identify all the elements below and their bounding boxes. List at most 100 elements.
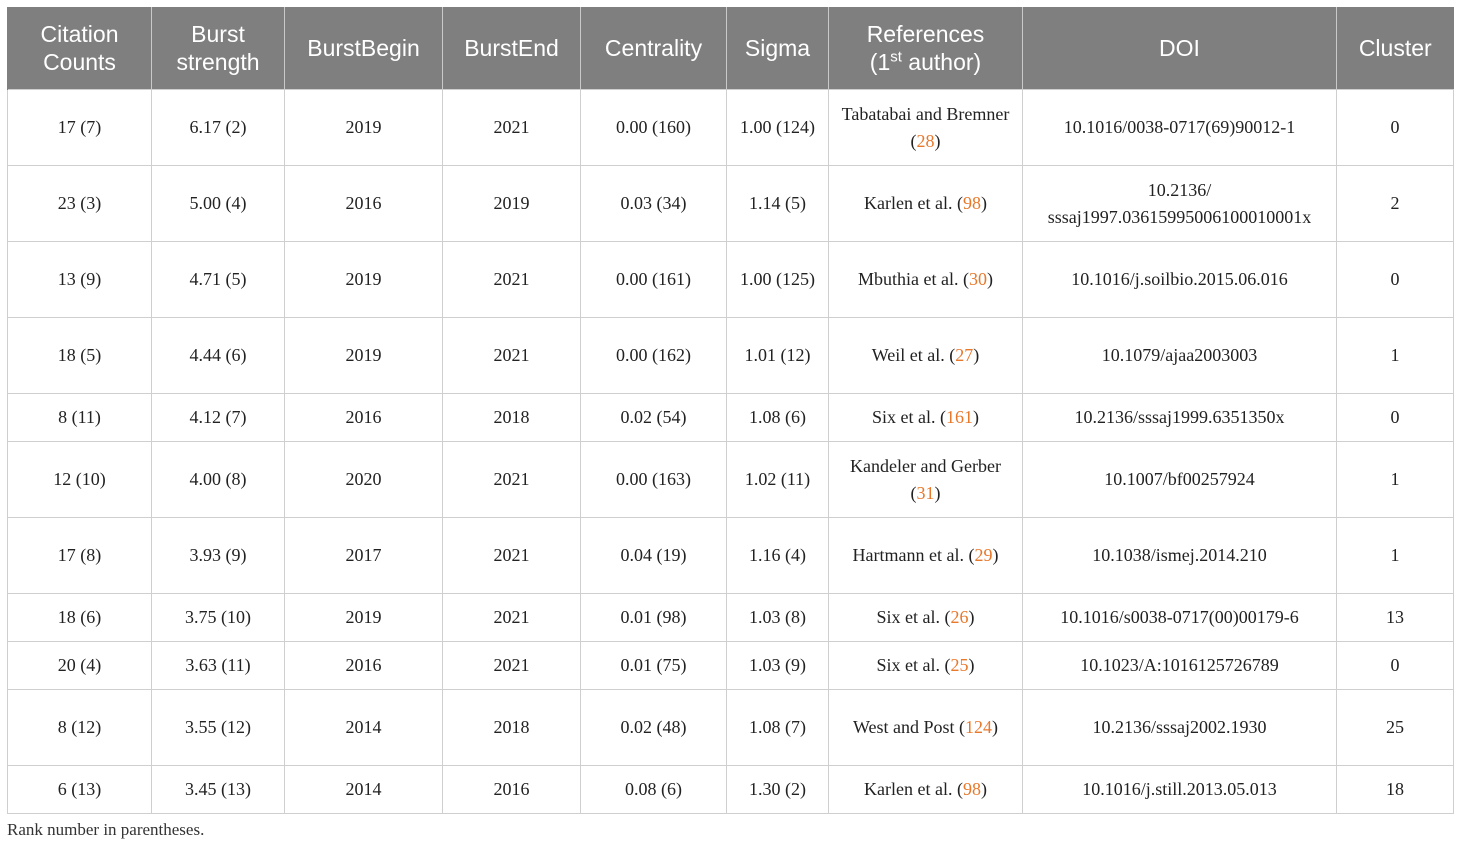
cell-doi: 10.1016/j.soilbio.2015.06.016 [1022, 241, 1337, 318]
header-references: References (1st author) [828, 7, 1023, 90]
reference-link[interactable]: 29 [974, 545, 993, 565]
reference-author: Hartmann et al. [852, 545, 964, 565]
cell-cluster: 1 [1336, 317, 1454, 394]
reference-link[interactable]: 31 [916, 482, 935, 503]
reference-link[interactable]: 161 [946, 407, 973, 427]
table-footnote: Rank number in parentheses. [7, 820, 205, 839]
cell-burst-begin: 2016 [284, 165, 443, 242]
reference-author: Weil et al. [871, 345, 945, 365]
cell-citation-counts: 8 (11) [7, 393, 152, 442]
header-references-sup: st [890, 48, 902, 66]
reference-author: Karlen et al. [864, 779, 953, 799]
cell-citation-counts: 18 (6) [7, 593, 152, 642]
header-references-post: author) [901, 49, 982, 75]
cell-citation-counts: 17 (8) [7, 517, 152, 594]
cell-centrality: 0.02 (54) [580, 393, 727, 442]
cell-doi: 10.1038/ismej.2014.210 [1022, 517, 1337, 594]
cell-reference: West and Post (124) [828, 689, 1023, 766]
cell-burst-begin: 2019 [284, 317, 443, 394]
table-row: 8 (12) 3.55 (12) 2014 2018 0.02 (48) 1.08 (7)… [7, 689, 1454, 766]
cell-burst-begin: 2014 [284, 765, 443, 814]
cell-burst-strength: 6.17 (2) [151, 89, 285, 166]
reference-author: Karlen et al. [864, 193, 953, 213]
cell-burst-strength: 4.71 (5) [151, 241, 285, 318]
cell-cluster: 18 [1336, 765, 1454, 814]
reference-author: Kandeler and Gerber [850, 455, 1001, 476]
cell-burst-strength: 5.00 (4) [151, 165, 285, 242]
cell-cluster: 1 [1336, 517, 1454, 594]
reference-link[interactable]: 25 [950, 655, 969, 675]
cell-reference: Weil et al. (27) [828, 317, 1023, 394]
cell-sigma: 1.00 (125) [726, 241, 829, 318]
cell-burst-end: 2018 [442, 689, 581, 766]
reference-link[interactable]: 124 [965, 717, 993, 737]
cell-citation-counts: 23 (3) [7, 165, 152, 242]
table-row: 17 (8) 3.93 (9) 2017 2021 0.04 (19) 1.16 (4) H… [7, 517, 1454, 594]
cell-citation-counts: 12 (10) [7, 441, 152, 518]
cell-burst-strength: 4.44 (6) [151, 317, 285, 394]
header-doi: DOI [1022, 7, 1337, 90]
cell-sigma: 1.14 (5) [726, 165, 829, 242]
reference-author: Six et al. [876, 607, 941, 627]
cell-centrality: 0.01 (75) [580, 641, 727, 690]
cell-centrality: 0.00 (161) [580, 241, 727, 318]
reference-link[interactable]: 28 [916, 130, 935, 151]
cell-burst-end: 2016 [442, 765, 581, 814]
cell-burst-begin: 2014 [284, 689, 443, 766]
cell-burst-strength: 3.55 (12) [151, 689, 285, 766]
cell-burst-end: 2021 [442, 317, 581, 394]
cell-citation-counts: 20 (4) [7, 641, 152, 690]
reference-link[interactable]: 27 [955, 345, 974, 365]
cell-reference: Kandeler and Gerber (31) [828, 441, 1023, 518]
cell-doi: 10.1007/bf00257924 [1022, 441, 1337, 518]
header-references-pre: (1 [869, 49, 891, 75]
cell-doi: 10.2136/sssaj1999.6351350x [1022, 393, 1337, 442]
cell-reference: Karlen et al. (98) [828, 165, 1023, 242]
cell-sigma: 1.03 (9) [726, 641, 829, 690]
cell-citation-counts: 17 (7) [7, 89, 152, 166]
header-citation-counts: Citation Counts [7, 7, 152, 90]
cell-centrality: 0.08 (6) [580, 765, 727, 814]
cell-cluster: 0 [1336, 89, 1454, 166]
cell-citation-counts: 6 (13) [7, 765, 152, 814]
cell-reference: Six et al. (25) [828, 641, 1023, 690]
cell-burst-end: 2021 [442, 641, 581, 690]
table-row: 8 (11) 4.12 (7) 2016 2018 0.02 (54) 1.08 (6) S… [7, 393, 1454, 442]
cell-centrality: 0.02 (48) [580, 689, 727, 766]
header-burst-begin: BurstBegin [284, 7, 443, 90]
header-burst-end: BurstEnd [442, 7, 581, 90]
burst-citation-table: Citation Counts Burst strength BurstBegi… [7, 7, 1454, 814]
cell-doi: 10.1016/s0038-0717(00)00179-6 [1022, 593, 1337, 642]
reference-author: West and Post [852, 717, 955, 737]
reference-link[interactable]: 26 [950, 607, 969, 627]
cell-burst-strength: 3.45 (13) [151, 765, 285, 814]
header-cluster: Cluster [1336, 7, 1454, 90]
cell-burst-end: 2021 [442, 441, 581, 518]
cell-cluster: 1 [1336, 441, 1454, 518]
cell-burst-begin: 2019 [284, 593, 443, 642]
reference-link[interactable]: 98 [962, 193, 981, 213]
cell-burst-strength: 3.93 (9) [151, 517, 285, 594]
cell-burst-strength: 4.00 (8) [151, 441, 285, 518]
reference-link[interactable]: 30 [968, 269, 987, 289]
cell-burst-end: 2021 [442, 89, 581, 166]
cell-reference: Six et al. (26) [828, 593, 1023, 642]
cell-citation-counts: 13 (9) [7, 241, 152, 318]
cell-centrality: 0.00 (163) [580, 441, 727, 518]
cell-reference: Six et al. (161) [828, 393, 1023, 442]
cell-doi: 10.1079/ajaa2003003 [1022, 317, 1337, 394]
header-sigma: Sigma [726, 7, 829, 90]
reference-link[interactable]: 98 [962, 779, 981, 799]
cell-burst-begin: 2019 [284, 241, 443, 318]
cell-sigma: 1.30 (2) [726, 765, 829, 814]
cell-cluster: 2 [1336, 165, 1454, 242]
cell-burst-end: 2021 [442, 241, 581, 318]
cell-burst-begin: 2016 [284, 393, 443, 442]
cell-doi: 10.1016/0038-0717(69)90012-1 [1022, 89, 1337, 166]
cell-cluster: 25 [1336, 689, 1454, 766]
table-row: 18 (6) 3.75 (10) 2019 2021 0.01 (98) 1.03 (8)… [7, 593, 1454, 642]
table-container: Citation Counts Burst strength BurstBegi… [7, 7, 1454, 814]
cell-reference: Tabatabai and Bremner (28) [828, 89, 1023, 166]
table-row: 17 (7) 6.17 (2) 2019 2021 0.00 (160) 1.00 (12… [7, 89, 1454, 166]
table-row: 20 (4) 3.63 (11) 2016 2021 0.01 (75) 1.03 (9)… [7, 641, 1454, 690]
